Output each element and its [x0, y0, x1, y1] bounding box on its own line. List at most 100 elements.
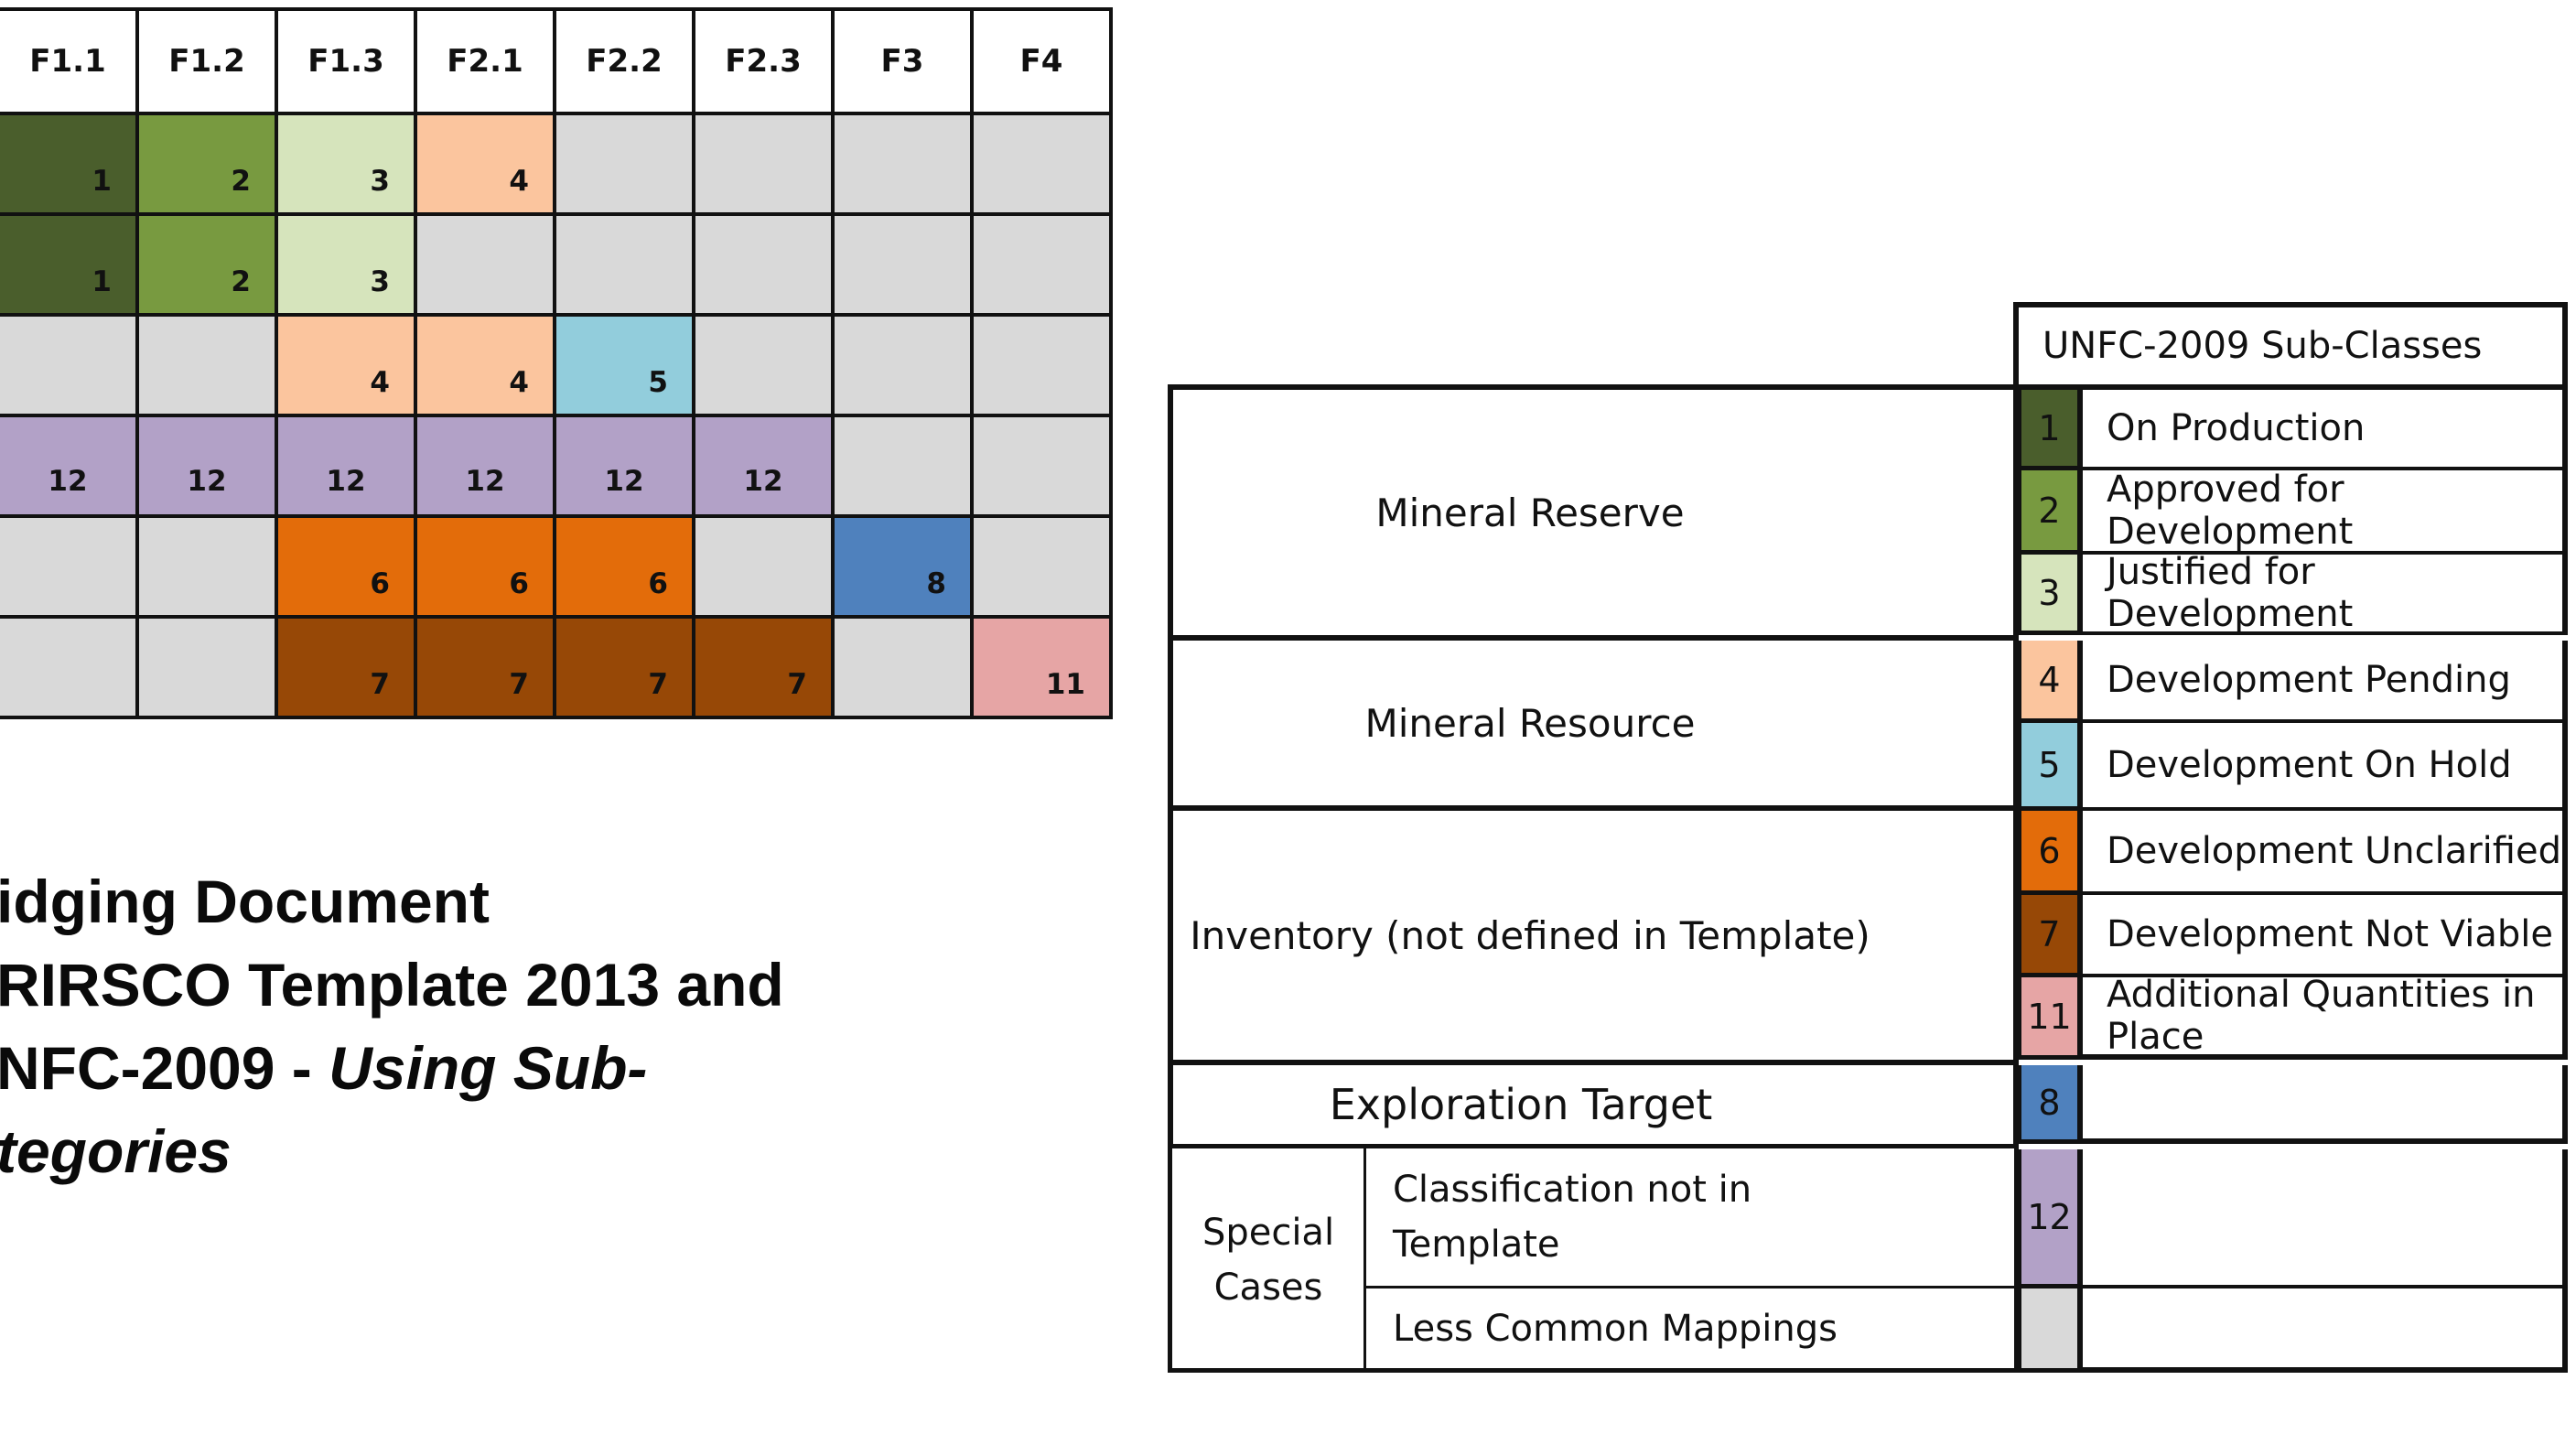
grid-cell [556, 216, 692, 313]
grid-column-header: F2.1 [417, 11, 553, 112]
grid-cell: 4 [278, 317, 414, 414]
grid-cell [974, 115, 1109, 212]
legend-swatch: 7 [2019, 895, 2083, 977]
grid-cell: 4 [417, 115, 553, 212]
grid-column-header: F1.1 [0, 11, 135, 112]
group-special-cases: Special Cases [1202, 1212, 1335, 1309]
legend-label: Additional Quantities in Place [2083, 974, 2568, 1060]
grid-cell: 1 [0, 115, 135, 212]
legend-label [2083, 1288, 2568, 1373]
special-cases-frame [1168, 1144, 2019, 1373]
grid-cell: 7 [278, 619, 414, 716]
grid-cell: 6 [417, 518, 553, 615]
slide-title: idging Document RIRSCO Template 2013 and… [0, 860, 820, 1193]
title-line-3-italic: Using Sub- [329, 1034, 648, 1102]
legend-swatch [2019, 1288, 2083, 1373]
legend-label: On Production [2083, 390, 2568, 470]
grid-cell: 4 [417, 317, 553, 414]
grid-cell [835, 317, 970, 414]
grid-cell [835, 417, 970, 514]
legend-label: Development Not Viable [2083, 895, 2568, 977]
grid-cell: 12 [695, 417, 831, 514]
mapping-grid: F1.1 F1.2 F1.3 F2.1 F2.2 F2.3 F3 F4 1 2 3 4 1 2 3 4 4 5 12… [0, 7, 1113, 719]
grid-cell: 11 [974, 619, 1109, 716]
legend-swatch: 5 [2019, 723, 2083, 811]
grid-cell [417, 216, 553, 313]
legend-swatch: 1 [2019, 390, 2083, 470]
grid-cell: 6 [278, 518, 414, 615]
grid-cell [695, 115, 831, 212]
grid-column-header: F2.3 [695, 11, 831, 112]
grid-cell [974, 216, 1109, 313]
grid-cell [0, 317, 135, 414]
group-inventory: Inventory (not defined in Template) [1190, 912, 1870, 958]
group-exploration-target: Exploration Target [1329, 1080, 1713, 1129]
grid-cell: 12 [278, 417, 414, 514]
group-mineral-reserve: Mineral Reserve [1375, 490, 1685, 535]
special-less-common-mappings: Less Common Mappings [1393, 1308, 1838, 1350]
title-line-1: idging Document [0, 868, 490, 935]
special-divider-h [1366, 1286, 2019, 1288]
legend-swatch: 4 [2019, 641, 2083, 723]
grid-cell [139, 317, 275, 414]
grid-cell: 12 [556, 417, 692, 514]
grid-cell: 6 [556, 518, 692, 615]
grid-cell: 7 [417, 619, 553, 716]
legend-swatch: 3 [2019, 555, 2083, 635]
legend-swatch: 6 [2019, 811, 2083, 895]
legend-label: Development Unclarified [2083, 811, 2568, 895]
grid-cell [974, 518, 1109, 615]
legend-swatch: 12 [2019, 1149, 2083, 1288]
legend-label [2083, 1149, 2568, 1288]
grid-cell: 12 [139, 417, 275, 514]
legend-label: Development On Hold [2083, 723, 2568, 811]
legend-table: UNFC-2009 Sub-Classes Mineral Reserve Mi… [1168, 302, 2568, 1373]
legend-swatch: 8 [2019, 1065, 2083, 1144]
grid-cell: 7 [695, 619, 831, 716]
grid-cell [835, 216, 970, 313]
legend-label [2083, 1065, 2568, 1144]
legend-header: UNFC-2009 Sub-Classes [2013, 302, 2568, 390]
grid-cell: 1 [0, 216, 135, 313]
grid-column-header: F2.2 [556, 11, 692, 112]
legend-label: Development Pending [2083, 641, 2568, 723]
group-divider [1168, 805, 2019, 811]
grid-cell [139, 619, 275, 716]
grid-cell [0, 619, 135, 716]
grid-cell [139, 518, 275, 615]
grid-cell [695, 216, 831, 313]
grid-cell: 5 [556, 317, 692, 414]
grid-cell: 8 [835, 518, 970, 615]
legend-swatch: 11 [2019, 977, 2083, 1060]
group-divider [1168, 1060, 2019, 1065]
grid-column-header: F1.3 [278, 11, 414, 112]
title-line-3-plain: NFC-2009 - [0, 1034, 329, 1102]
title-line-3: NFC-2009 - Using Sub- [0, 1027, 820, 1110]
legend-label: Approved for Development [2083, 469, 2568, 555]
special-divider-v [1363, 1148, 1366, 1368]
legend-label: Justified for Development [2083, 551, 2568, 635]
grid-cell: 12 [0, 417, 135, 514]
grid-cell: 2 [139, 216, 275, 313]
grid-cell [974, 417, 1109, 514]
grid-cell [974, 317, 1109, 414]
grid-cell: 3 [278, 216, 414, 313]
grid-cell: 3 [278, 115, 414, 212]
title-line-4: tegories [0, 1117, 232, 1185]
grid-column-header: F3 [835, 11, 970, 112]
grid-cell: 12 [417, 417, 553, 514]
group-divider [1168, 635, 2019, 641]
legend-swatch: 2 [2019, 470, 2083, 555]
grid-cell [835, 115, 970, 212]
grid-cell [0, 518, 135, 615]
grid-cell: 7 [556, 619, 692, 716]
grid-cell [695, 317, 831, 414]
grid-cell: 2 [139, 115, 275, 212]
grid-column-header: F4 [974, 11, 1109, 112]
title-line-2: RIRSCO Template 2013 and [0, 951, 784, 1019]
grid-cell [695, 518, 831, 615]
group-mineral-resource: Mineral Resource [1364, 700, 1696, 746]
special-classification-not-in-template: Classification not in Template [1393, 1169, 1752, 1266]
grid-cell [556, 115, 692, 212]
grid-column-header: F1.2 [139, 11, 275, 112]
